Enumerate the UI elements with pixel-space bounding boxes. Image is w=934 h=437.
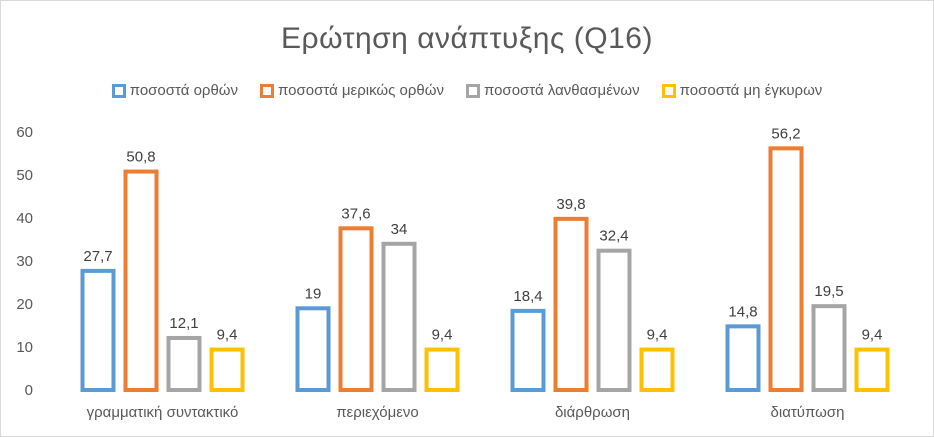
- legend-item-correct: ποσοστά ορθών: [111, 82, 239, 99]
- legend: ποσοστά ορθών ποσοστά μερικώς ορθών ποσο…: [0, 82, 934, 99]
- y-tick-label: 20: [16, 296, 33, 313]
- bar: [811, 304, 847, 392]
- y-tick-label: 50: [16, 167, 33, 184]
- data-label: 19,5: [814, 283, 843, 300]
- legend-item-partially-correct: ποσοστά μερικώς ορθών: [260, 82, 444, 99]
- legend-label-correct: ποσοστά ορθών: [129, 82, 239, 99]
- category-label: γραμματική συντακτικό: [87, 404, 239, 421]
- data-label: 9,4: [432, 327, 453, 344]
- bar: [80, 268, 116, 393]
- data-label: 18,4: [513, 288, 542, 305]
- legend-item-wrong: ποσοστά λανθασμένων: [465, 82, 640, 99]
- legend-label-partially-correct: ποσοστά μερικώς ορθών: [278, 82, 444, 99]
- legend-swatch-partially-correct: [260, 83, 275, 98]
- bar: [639, 347, 675, 392]
- category-label: περιεχόμενο: [336, 404, 419, 421]
- y-tick-label: 40: [16, 210, 33, 227]
- category-label: διάρθρωση: [555, 404, 630, 421]
- legend-swatch-correct: [111, 83, 126, 98]
- bar: [338, 226, 374, 392]
- legend-item-invalid: ποσοστά μη έγκυρων: [661, 82, 823, 99]
- legend-swatch-invalid: [661, 83, 676, 98]
- legend-label-wrong: ποσοστά λανθασμένων: [483, 82, 640, 99]
- y-tick-label: 0: [25, 382, 33, 399]
- bar: [166, 335, 202, 392]
- bar: [596, 248, 632, 392]
- data-label: 56,2: [771, 125, 800, 142]
- data-label: 39,8: [556, 196, 585, 213]
- bar: [209, 347, 245, 392]
- bar: [854, 347, 890, 392]
- y-tick-label: 30: [16, 253, 33, 270]
- bar: [295, 306, 331, 392]
- bar: [510, 308, 546, 393]
- data-label: 14,8: [728, 303, 757, 320]
- data-label: 34: [391, 221, 408, 238]
- legend-label-invalid: ποσοστά μη έγκυρων: [679, 82, 823, 99]
- data-label: 9,4: [862, 327, 883, 344]
- y-tick-label: 60: [16, 124, 33, 141]
- data-label: 27,7: [83, 248, 112, 265]
- data-label: 9,4: [217, 327, 238, 344]
- y-tick-label: 10: [16, 339, 33, 356]
- bar: [381, 241, 417, 392]
- chart-title: Ερώτηση ανάπτυξης (Q16): [281, 22, 653, 55]
- data-label: 32,4: [599, 228, 628, 245]
- data-label: 9,4: [647, 327, 668, 344]
- data-label: 12,1: [169, 315, 198, 332]
- legend-swatch-wrong: [465, 83, 480, 98]
- data-label: 50,8: [126, 149, 155, 166]
- bar: [725, 324, 761, 392]
- bar: [123, 169, 159, 392]
- category-label: διατύπωση: [771, 404, 845, 421]
- bar: [424, 347, 460, 392]
- data-label: 19: [305, 285, 322, 302]
- data-label: 37,6: [341, 205, 370, 222]
- bar: [553, 216, 589, 392]
- bar: [768, 146, 804, 392]
